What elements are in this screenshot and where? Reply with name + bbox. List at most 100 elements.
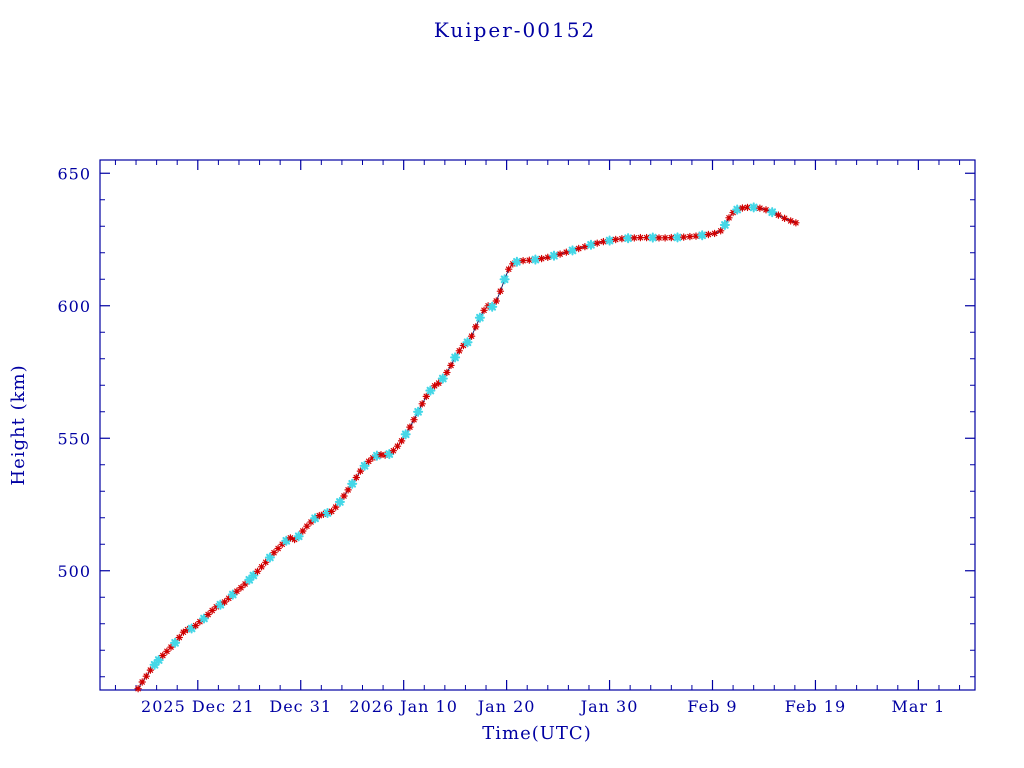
cyan-data-marker: [359, 460, 370, 471]
red-data-marker: [544, 253, 552, 261]
red-data-marker: [459, 341, 468, 350]
cyan-data-marker: [767, 207, 778, 218]
x-tick-label: Jan 20: [476, 697, 536, 716]
red-data-marker: [406, 423, 414, 431]
red-data-marker: [274, 544, 282, 553]
cyan-data-marker: [322, 507, 333, 519]
red-data-marker: [725, 214, 733, 222]
y-tick-label: 600: [57, 297, 91, 316]
x-tick-label: 2025 Dec 21: [141, 697, 255, 716]
red-data-marker: [710, 229, 719, 238]
red-data-marker: [562, 248, 570, 256]
cyan-data-marker: [215, 599, 226, 610]
height-trend-line: [137, 206, 797, 689]
cyan-data-marker: [548, 250, 560, 261]
red-data-marker: [774, 211, 783, 219]
red-data-marker: [612, 235, 620, 244]
red-data-marker: [792, 219, 800, 227]
red-data-marker: [208, 606, 216, 615]
cyan-data-marker: [310, 513, 321, 524]
x-tick-label: Jan 30: [579, 697, 639, 716]
cyan-data-marker: [474, 312, 485, 323]
y-tick-label: 550: [57, 429, 91, 448]
red-data-marker: [270, 549, 278, 557]
red-data-marker: [430, 382, 439, 390]
red-data-marker: [377, 451, 385, 459]
red-data-marker: [418, 400, 426, 408]
red-data-marker: [142, 672, 150, 680]
red-data-marker: [738, 204, 747, 212]
cyan-data-marker: [647, 232, 658, 243]
cyan-data-marker: [198, 613, 210, 624]
cyan-data-marker: [748, 202, 759, 213]
red-data-marker: [159, 651, 167, 660]
red-data-marker: [237, 584, 245, 592]
red-data-marker: [496, 287, 505, 295]
cyan-data-marker: [227, 589, 238, 600]
red-data-marker: [303, 522, 311, 530]
x-tick-label: Feb 9: [687, 697, 737, 716]
red-data-marker: [225, 594, 233, 602]
cyan-data-marker: [437, 373, 448, 384]
red-data-marker: [167, 643, 175, 651]
red-data-marker: [356, 467, 365, 475]
cyan-data-marker: [248, 570, 259, 581]
red-data-marker: [290, 535, 299, 544]
red-data-marker: [630, 234, 638, 242]
x-tick-label: Feb 19: [785, 697, 846, 716]
x-tick-label: Mar 1: [891, 697, 945, 716]
red-data-marker: [505, 265, 513, 273]
cyan-data-marker: [413, 406, 424, 417]
red-data-marker: [344, 486, 352, 494]
chart-title: Kuiper-00152: [434, 18, 596, 42]
cyan-data-marker: [567, 245, 578, 256]
cyan-data-marker: [281, 535, 292, 546]
cyan-data-marker: [334, 496, 345, 507]
red-data-marker: [183, 625, 192, 634]
red-data-marker: [369, 454, 377, 462]
red-data-marker: [393, 442, 402, 450]
red-data-marker: [365, 457, 373, 465]
cyan-data-marker: [697, 230, 708, 241]
y-axis-label: Height (km): [8, 364, 29, 485]
red-data-marker: [519, 257, 527, 265]
red-data-marker: [618, 235, 626, 243]
red-data-marker: [492, 297, 500, 305]
cyan-data-marker: [153, 655, 164, 666]
cyan-data-marker: [347, 478, 358, 489]
red-data-marker: [556, 250, 564, 258]
red-data-marker: [447, 361, 455, 370]
red-data-marker: [599, 237, 608, 246]
red-data-marker: [163, 647, 171, 655]
red-data-marker: [642, 233, 651, 242]
red-data-marker: [146, 666, 155, 674]
plot-frame: [99, 159, 976, 691]
cyan-data-marker: [384, 449, 395, 460]
red-data-marker: [762, 206, 770, 214]
red-data-marker: [680, 233, 688, 241]
cyan-data-marker: [244, 574, 255, 585]
red-data-marker: [692, 232, 700, 240]
cyan-data-marker: [719, 219, 730, 230]
red-data-marker: [455, 347, 463, 355]
cyan-data-marker: [530, 254, 541, 265]
red-data-marker: [134, 685, 142, 693]
red-data-marker: [257, 563, 266, 571]
red-data-marker: [332, 503, 340, 511]
red-data-marker: [196, 617, 204, 626]
red-data-marker: [636, 233, 645, 242]
cyan-data-marker: [425, 385, 436, 396]
cyan-data-marker: [511, 256, 522, 267]
red-data-marker: [743, 203, 752, 212]
red-data-marker: [397, 437, 406, 445]
red-data-marker: [352, 473, 360, 482]
red-data-marker: [212, 603, 220, 611]
cyan-data-marker: [170, 637, 181, 648]
red-data-marker: [509, 260, 517, 268]
red-data-marker: [472, 323, 480, 331]
red-data-marker: [192, 621, 200, 630]
cyan-data-marker: [186, 623, 197, 634]
red-data-marker: [253, 567, 262, 575]
